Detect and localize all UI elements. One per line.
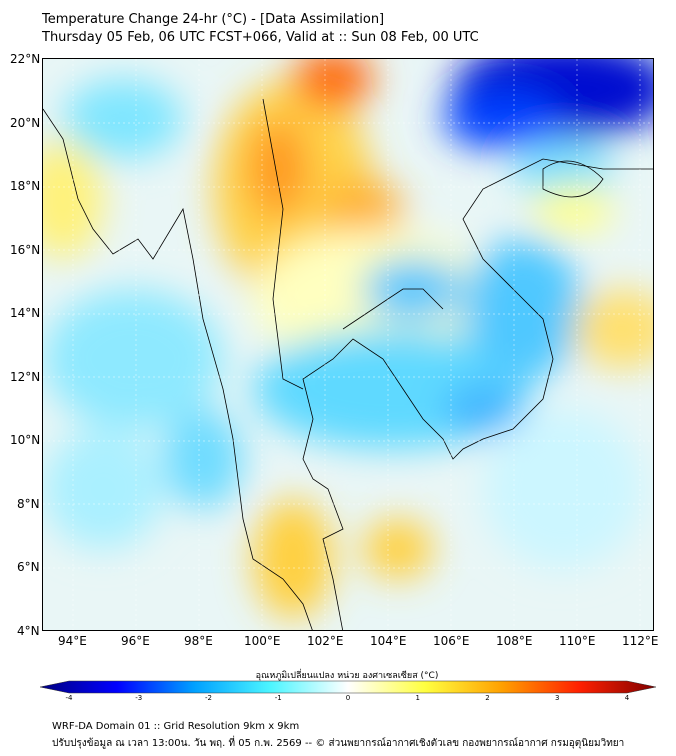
colorbar-tick-label: 3 [555,694,560,702]
lat-label: 16°N [10,243,41,257]
lat-label: 14°N [10,306,41,320]
lon-label: 98°E [184,634,213,648]
lat-label: 22°N [10,52,41,66]
lat-label: 10°N [10,433,41,447]
lat-label: 6°N [17,560,40,574]
footer-credit: ปรับปรุงข้อมูล ณ เวลา 13:00น. วัน พฤ. ที… [52,738,625,749]
chart-title: Temperature Change 24-hr (°C) - [Data As… [42,12,385,27]
colorbar-tick-label: 2 [485,694,490,702]
lat-label: 18°N [10,179,41,193]
lon-label: 96°E [121,634,150,648]
lat-label: 12°N [10,370,41,384]
lon-label: 110°E [559,634,596,648]
colorbar-tick-label: -4 [65,694,73,702]
colorbar-tick-label: 0 [345,694,351,702]
colorbar-tick-label: 4 [624,694,630,702]
lon-label: 112°E [622,634,659,648]
colorbar-tick-label: -3 [135,694,143,702]
colorbar-tick-label: -2 [205,694,212,702]
lon-label: 94°E [58,634,87,648]
lat-label: 4°N [17,624,40,638]
colorbar-label: อุณหภูมิเปลี่ยนแปลง หน่วย องศาเซลเซียส (… [255,671,439,681]
colorbar [40,680,656,694]
lon-label: 106°E [433,634,470,648]
lon-label: 104°E [370,634,407,648]
lon-label: 108°E [496,634,533,648]
map-field [43,59,653,630]
colorbar-tick-label: -1 [274,694,282,702]
colorbar-tick-label: 1 [415,694,420,702]
lon-label: 100°E [244,634,281,648]
chart-subtitle: Thursday 05 Feb, 06 UTC FCST+066, Valid … [42,30,479,45]
lon-label: 102°E [307,634,344,648]
lat-label: 8°N [17,497,40,511]
temperature-change-map[interactable] [42,58,654,631]
footer-model-info: WRF-DA Domain 01 :: Grid Resolution 9km … [52,721,300,732]
lat-label: 20°N [10,116,41,130]
